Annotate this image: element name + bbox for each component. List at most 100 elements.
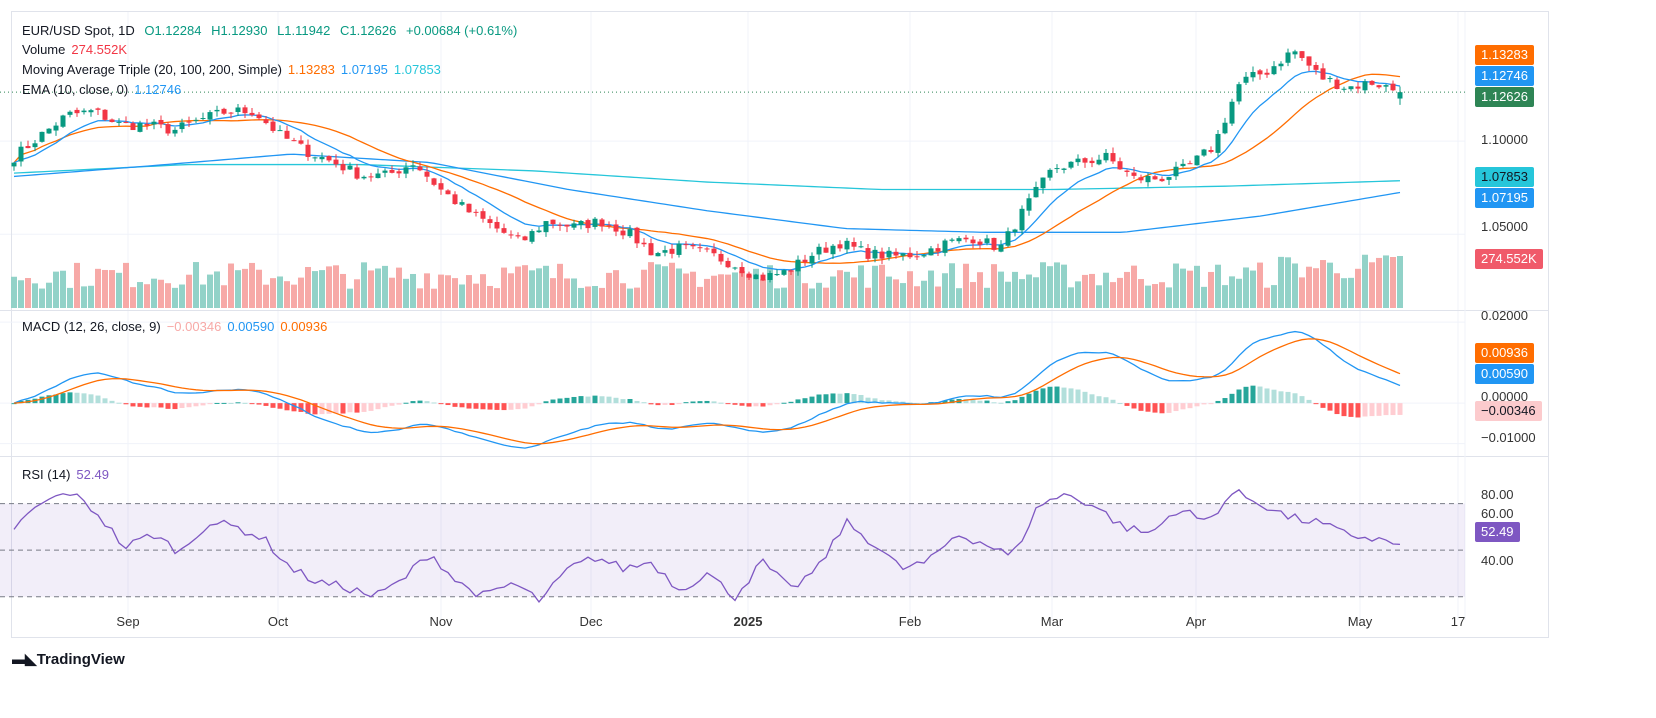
volume-bar (690, 271, 696, 308)
candle-body (130, 123, 136, 131)
date-tick: Oct (267, 614, 289, 629)
volume-bar (354, 279, 360, 308)
volume-bar (1390, 256, 1396, 308)
macd-histogram-bar (1145, 403, 1151, 412)
candle-body (543, 221, 549, 233)
volume-bar (1285, 257, 1291, 308)
volume-bar (249, 262, 255, 308)
candle-body (1180, 163, 1186, 167)
volume-bar (970, 282, 976, 308)
candle-body (1222, 122, 1228, 134)
volume-bar (599, 287, 605, 308)
volume-bar (893, 279, 899, 308)
change-value: +0.00684 (+0.61%) (405, 23, 518, 38)
volume-bar (1026, 274, 1032, 308)
candle-body (1264, 72, 1270, 75)
macd-histogram-bar (613, 397, 619, 404)
tradingview-logo[interactable]: ▬◣ TradingView (12, 650, 125, 668)
macd-histogram-bar (585, 396, 591, 404)
macd-histogram-bar (109, 400, 115, 404)
volume-bar (221, 285, 227, 308)
volume-bar (494, 288, 500, 308)
macd-histogram-bar (599, 396, 605, 404)
macd-histogram-bar (1005, 401, 1011, 404)
macd-histogram-bar (571, 396, 577, 404)
candle-body (522, 236, 528, 241)
candle-body (1215, 133, 1221, 153)
volume-bar (760, 279, 766, 308)
ema-value: 1.12746 (134, 82, 182, 97)
volume-bar (382, 265, 388, 308)
macd-histogram-bar (39, 396, 45, 404)
macd-histogram-bar (221, 402, 227, 404)
candle-body (291, 140, 297, 142)
volume-bar (1250, 270, 1256, 308)
candle-body (494, 221, 500, 229)
macd-histogram-bar (417, 400, 423, 404)
candle-body (431, 178, 437, 185)
macd-histogram-bar (438, 403, 444, 405)
macd-histogram-bar (1390, 403, 1396, 416)
macd-histogram-bar (809, 396, 815, 404)
candle-body (1033, 186, 1039, 198)
volume-bar (1327, 262, 1333, 308)
macd-label: MACD (12, 26, close, 9) (22, 319, 161, 334)
volume-bar (480, 274, 486, 308)
candle-body (620, 230, 626, 236)
volume-bar (1152, 284, 1158, 308)
macd-histogram-bar (550, 399, 556, 404)
macd-histogram-bar (697, 401, 703, 404)
rsi-line (13, 488, 1401, 603)
macd-histogram-bar (830, 393, 836, 404)
volume-bar (284, 281, 290, 308)
volume-bar (753, 268, 759, 308)
candle-body (1089, 160, 1095, 164)
volume-bar (1103, 272, 1109, 308)
macd-histogram-bar (1383, 403, 1389, 416)
volume-bar (1208, 271, 1214, 308)
volume-bar (74, 262, 80, 308)
rsi-price-tag: 52.49 (1475, 522, 1520, 542)
candle-body (249, 112, 255, 116)
macd-histogram-bar (711, 401, 717, 404)
candle-body (1341, 88, 1347, 90)
macd-histogram-bar (452, 403, 458, 407)
ma100-value: 1.07195 (340, 62, 388, 77)
ma200-value: 1.07853 (393, 62, 441, 77)
candle-body (767, 273, 773, 280)
candle-body (1110, 153, 1116, 162)
macd-histogram-bar (1117, 403, 1123, 405)
volume-bar (1047, 266, 1053, 308)
volume-bar (634, 287, 640, 308)
candle-body (340, 164, 346, 171)
candle-body (1194, 155, 1200, 166)
volume-bar (1187, 270, 1193, 308)
volume-value: 274.552K (71, 42, 128, 57)
candle-body (1117, 161, 1123, 170)
candle-body (1124, 170, 1130, 172)
candle-body (1250, 71, 1256, 78)
macd-histogram-bar (795, 399, 801, 404)
volume-bar (1243, 267, 1249, 308)
macd-histogram-bar (872, 398, 878, 404)
candle-body (473, 211, 479, 213)
volume-bar (312, 271, 318, 308)
volume-price-tag: 274.552K (1475, 249, 1543, 269)
macd-histogram-bar (704, 400, 710, 404)
volume-bar (1012, 271, 1018, 308)
date-tick: 17 (1450, 614, 1466, 629)
macd-histogram-bar (403, 402, 409, 404)
candle-body (844, 240, 850, 250)
candle-body (1166, 177, 1172, 180)
volume-bar (1005, 281, 1011, 308)
candle-body (802, 259, 808, 263)
volume-bar (1075, 281, 1081, 308)
volume-bar (1383, 255, 1389, 308)
macd-histogram-bar (655, 403, 661, 406)
price-tick: 1.05000 (1481, 219, 1528, 234)
macd-histogram-bar (543, 401, 549, 404)
volume-bar (1271, 285, 1277, 308)
volume-bar (1159, 282, 1165, 308)
candle-body (326, 156, 332, 161)
